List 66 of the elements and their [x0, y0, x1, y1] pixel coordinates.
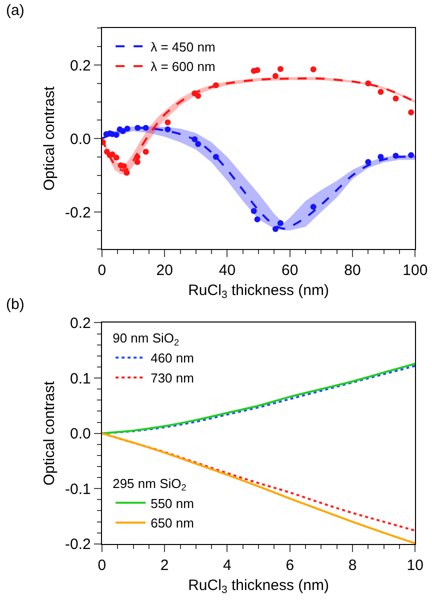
point: [310, 204, 316, 210]
point: [392, 152, 399, 159]
x-tick-label: 4: [223, 557, 232, 574]
point: [134, 154, 140, 160]
point: [212, 82, 219, 88]
point: [378, 154, 384, 160]
x-tick-label: 0: [98, 262, 106, 279]
legend-label: λ = 600 nm: [150, 59, 216, 74]
x-tick-label: 6: [286, 557, 294, 574]
point: [277, 220, 284, 226]
chart-title: (b): [6, 296, 24, 313]
point: [408, 109, 414, 116]
x-tick-label: 0: [98, 557, 106, 574]
y-axis-title: Optical contrast: [41, 86, 58, 191]
point: [113, 154, 120, 161]
y-tick-label: -0.1: [64, 480, 91, 498]
point: [195, 141, 202, 148]
legend-label: 650 nm: [150, 516, 194, 531]
point: [254, 216, 260, 222]
point: [192, 136, 198, 142]
x-axis-title: RuCl$_{3}$ thickness (nm): [188, 282, 329, 302]
legend-label: 730 nm: [150, 370, 194, 386]
point: [134, 159, 140, 166]
point: [142, 124, 149, 131]
point: [124, 126, 130, 132]
point: [134, 124, 141, 131]
x-axis-title: RuCl$_{3}$ thickness (nm): [188, 577, 329, 596]
point: [365, 80, 372, 86]
legend-label: λ = 450 nm: [150, 39, 216, 54]
point: [164, 119, 171, 126]
x-tick-label: 8: [348, 557, 357, 574]
x-tick-label: 100: [402, 262, 428, 279]
point: [277, 66, 284, 72]
point: [365, 159, 372, 166]
x-tick-label: 10: [406, 557, 424, 574]
point: [272, 73, 278, 80]
point: [272, 226, 278, 232]
point: [195, 92, 202, 99]
x-tick-label: 80: [344, 262, 361, 279]
point: [392, 95, 399, 102]
point: [378, 88, 384, 95]
point: [164, 126, 171, 132]
legend-label: 460 nm: [150, 350, 194, 366]
point: [310, 66, 316, 72]
point: [212, 154, 219, 160]
point: [142, 148, 149, 155]
point: [120, 128, 126, 134]
point: [124, 170, 130, 176]
y-tick-label: 0.2: [70, 57, 91, 74]
annotation: 295 nm SiO$_{2}$: [112, 476, 186, 493]
chart-title: (a): [6, 2, 24, 19]
x-tick-label: 2: [160, 557, 169, 574]
x-tick-label: 60: [282, 262, 298, 279]
y-tick-label: 0.2: [70, 314, 91, 332]
point: [408, 152, 414, 158]
y-tick-label: 0.0: [70, 130, 91, 148]
y-tick-label: 0.1: [70, 370, 91, 388]
y-axis-title: Optical contrast: [41, 380, 58, 486]
y-tick-label: -0.2: [64, 536, 91, 554]
x-tick-label: 20: [156, 262, 173, 279]
y-tick-label: -0.2: [64, 204, 91, 222]
annotation: 90 nm SiO$_{2}$: [112, 330, 180, 348]
x-tick-label: 40: [218, 262, 236, 279]
legend-label: 550 nm: [150, 496, 194, 511]
y-tick-label: 0.0: [70, 426, 91, 443]
point: [250, 208, 257, 214]
